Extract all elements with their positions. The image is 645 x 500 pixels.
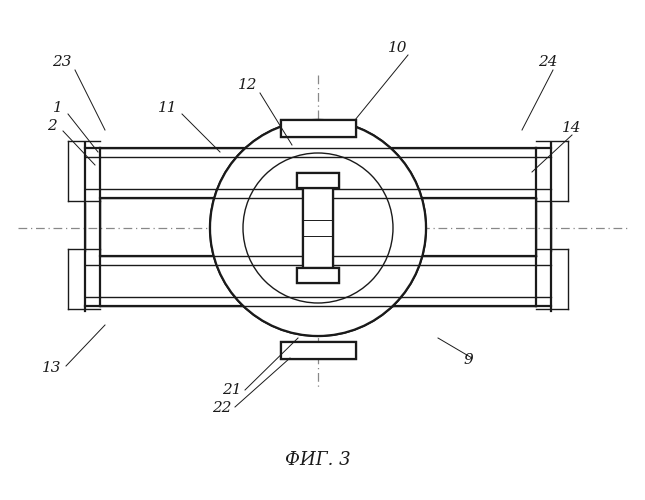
Bar [281,342,356,359]
Text: 23: 23 [52,55,72,69]
Text: 14: 14 [562,121,582,135]
Circle shape [210,120,426,336]
Text: 21: 21 [223,383,242,397]
Bar [297,173,339,188]
Bar [297,268,339,283]
Text: 24: 24 [538,55,558,69]
Text: 11: 11 [158,101,178,115]
Text: 9: 9 [463,353,473,367]
Bar [281,120,356,137]
Text: ФИГ. 3: ФИГ. 3 [285,451,351,469]
Text: 13: 13 [43,361,62,375]
Text: 22: 22 [212,401,232,415]
Text: 2: 2 [47,119,57,133]
Bar [281,342,356,359]
Text: 10: 10 [388,41,408,55]
Text: 12: 12 [238,78,258,92]
Bar [281,120,356,137]
Bar [303,188,333,268]
Bar [303,188,333,268]
Text: 1: 1 [53,101,63,115]
Bar [297,173,339,188]
Bar [297,268,339,283]
